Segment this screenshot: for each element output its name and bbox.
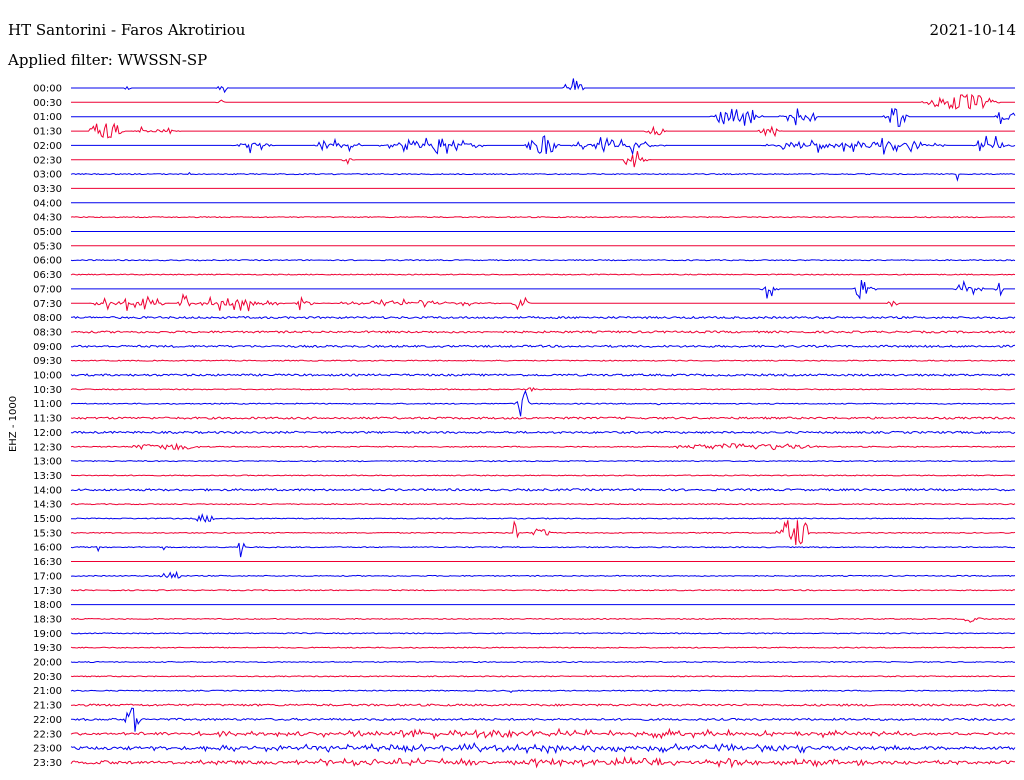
- traces: [70, 78, 1016, 769]
- trace-row-1430: [70, 502, 1016, 506]
- trace-row-1200: [70, 430, 1016, 435]
- row-time-label: 09:00: [33, 342, 62, 353]
- row-time-label: 18:30: [33, 614, 62, 625]
- trace-row-0630: [70, 273, 1016, 276]
- trace-row-1830: [70, 617, 1016, 623]
- row-time-label: 23:00: [33, 744, 62, 755]
- row-time-label: 21:30: [33, 701, 62, 712]
- trace-row-2200: [70, 707, 1016, 732]
- trace-row-0100: [71, 108, 1016, 127]
- trace-row-1130: [70, 416, 1016, 420]
- trace-row-0300: [70, 171, 1016, 182]
- row-time-label: 22:00: [33, 715, 62, 726]
- row-time-label: 08:00: [33, 313, 62, 324]
- row-time-label: 09:30: [33, 356, 62, 367]
- row-time-label: 05:00: [33, 227, 62, 238]
- trace-row-2030: [70, 675, 1016, 678]
- row-time-label: 17:00: [33, 571, 62, 582]
- row-time-label: 20:30: [33, 672, 62, 683]
- date-label: 2021-10-14: [929, 21, 1016, 39]
- row-time-label: 11:30: [33, 414, 62, 425]
- row-time-label: 07:30: [33, 299, 62, 310]
- trace-row-1300: [71, 460, 1016, 463]
- trace-row-1900: [70, 632, 1016, 635]
- trace-row-2330: [70, 755, 1015, 769]
- row-time-label: 01:00: [33, 112, 62, 123]
- row-time-label: 10:30: [33, 385, 62, 396]
- filter-label: Applied filter: WWSSN-SP: [8, 51, 208, 69]
- trace-row-1400: [70, 487, 1016, 492]
- row-time-label: 15:30: [33, 528, 62, 539]
- row-time-label: 20:00: [33, 658, 62, 669]
- row-time-label: 16:30: [33, 557, 62, 568]
- row-time-label: 11:00: [33, 399, 62, 410]
- row-time-label: 05:30: [33, 241, 62, 252]
- row-time-label: 19:00: [33, 629, 62, 640]
- row-time-label: 00:30: [33, 98, 62, 109]
- trace-row-1030: [70, 387, 1016, 393]
- trace-row-2300: [70, 741, 1016, 755]
- row-labels: 00:00 00:30 01:00 01:30 02:00 02:30 03:00 03:30…: [33, 84, 62, 769]
- trace-row-0600: [70, 259, 1016, 262]
- row-time-label: 16:00: [33, 543, 62, 554]
- trace-row-0700: [71, 279, 1015, 300]
- row-time-label: 02:00: [33, 141, 62, 152]
- trace-row-1700: [70, 570, 1016, 579]
- trace-row-0200: [71, 135, 1016, 156]
- trace-row-0430: [70, 216, 1016, 219]
- row-time-label: 04:30: [33, 213, 62, 224]
- row-time-label: 00:00: [33, 84, 62, 95]
- row-time-label: 08:30: [33, 327, 62, 338]
- trace-row-1930: [70, 646, 1016, 649]
- trace-row-1730: [70, 589, 1016, 592]
- row-time-label: 12:30: [33, 442, 62, 453]
- trace-row-1600: [70, 542, 1016, 558]
- row-time-label: 06:30: [33, 270, 62, 281]
- row-time-label: 13:30: [33, 471, 62, 482]
- trace-row-0130: [71, 122, 1015, 139]
- row-time-label: 14:00: [33, 485, 62, 496]
- trace-row-1500: [71, 513, 1016, 523]
- row-time-label: 18:00: [33, 600, 62, 611]
- trace-row-1000: [70, 373, 1016, 377]
- trace-row-2000: [70, 660, 1015, 664]
- trace-row-1330: [70, 474, 1015, 477]
- row-time-label: 12:00: [33, 428, 62, 439]
- trace-row-0900: [70, 344, 1016, 349]
- trace-row-0800: [71, 315, 1016, 320]
- row-time-label: 04:00: [33, 198, 62, 209]
- channel-label: EHZ - 1000: [8, 396, 19, 452]
- row-time-label: 13:00: [33, 457, 62, 468]
- row-time-label: 07:00: [33, 284, 62, 295]
- row-time-label: 17:30: [33, 586, 62, 597]
- row-time-label: 01:30: [33, 127, 62, 138]
- trace-row-1230: [70, 442, 1016, 451]
- trace-row-0830: [70, 330, 1016, 334]
- row-time-label: 03:30: [33, 184, 62, 195]
- row-time-label: 03:00: [33, 170, 62, 181]
- trace-row-0930: [70, 359, 1016, 362]
- trace-row-0230: [71, 150, 1015, 168]
- trace-row-0030: [71, 93, 1015, 110]
- row-time-label: 23:30: [33, 758, 62, 769]
- row-time-label: 02:30: [33, 155, 62, 166]
- trace-row-2130: [70, 703, 1016, 707]
- row-time-label: 22:30: [33, 729, 62, 740]
- row-time-label: 06:00: [33, 256, 62, 267]
- trace-row-0730: [71, 293, 1015, 312]
- trace-row-2230: [70, 727, 1016, 741]
- row-time-label: 15:00: [33, 514, 62, 525]
- trace-row-1100: [70, 389, 1016, 417]
- row-time-label: 14:30: [33, 500, 62, 511]
- station-title: HT Santorini - Faros Akrotiriou: [8, 21, 246, 39]
- row-time-label: 10:00: [33, 371, 62, 382]
- trace-row-2100: [70, 689, 1015, 694]
- row-time-label: 21:00: [33, 686, 62, 697]
- trace-row-1530: [70, 520, 1016, 546]
- trace-row-0000: [71, 78, 1015, 94]
- row-time-label: 19:30: [33, 643, 62, 654]
